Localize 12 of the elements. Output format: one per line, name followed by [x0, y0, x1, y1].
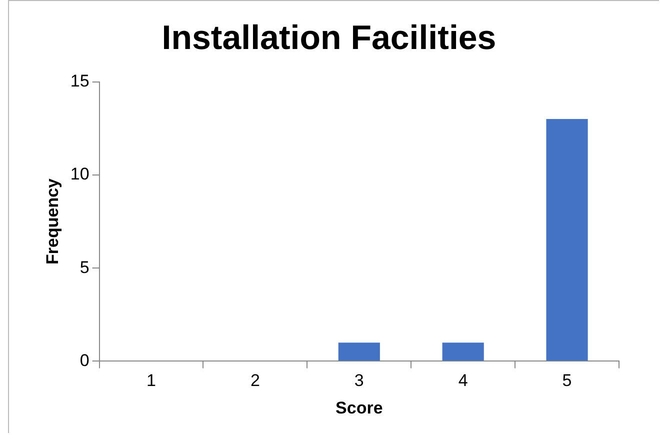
- x-axis-title: Score: [336, 398, 383, 418]
- x-tick-label: 1: [146, 371, 156, 390]
- y-tick-label: 0: [80, 350, 90, 370]
- y-axis-title: Frequency: [42, 178, 62, 264]
- x-tick-label: 2: [250, 371, 260, 390]
- x-tick-label: 5: [562, 371, 572, 390]
- chart-title: Installation Facilities: [162, 18, 496, 57]
- y-tick-label: 5: [80, 258, 90, 277]
- y-tick-label: 10: [70, 164, 90, 184]
- x-tick-label: 4: [458, 371, 468, 390]
- x-tick-label: 3: [354, 371, 364, 390]
- y-tick-label: 15: [70, 71, 90, 90]
